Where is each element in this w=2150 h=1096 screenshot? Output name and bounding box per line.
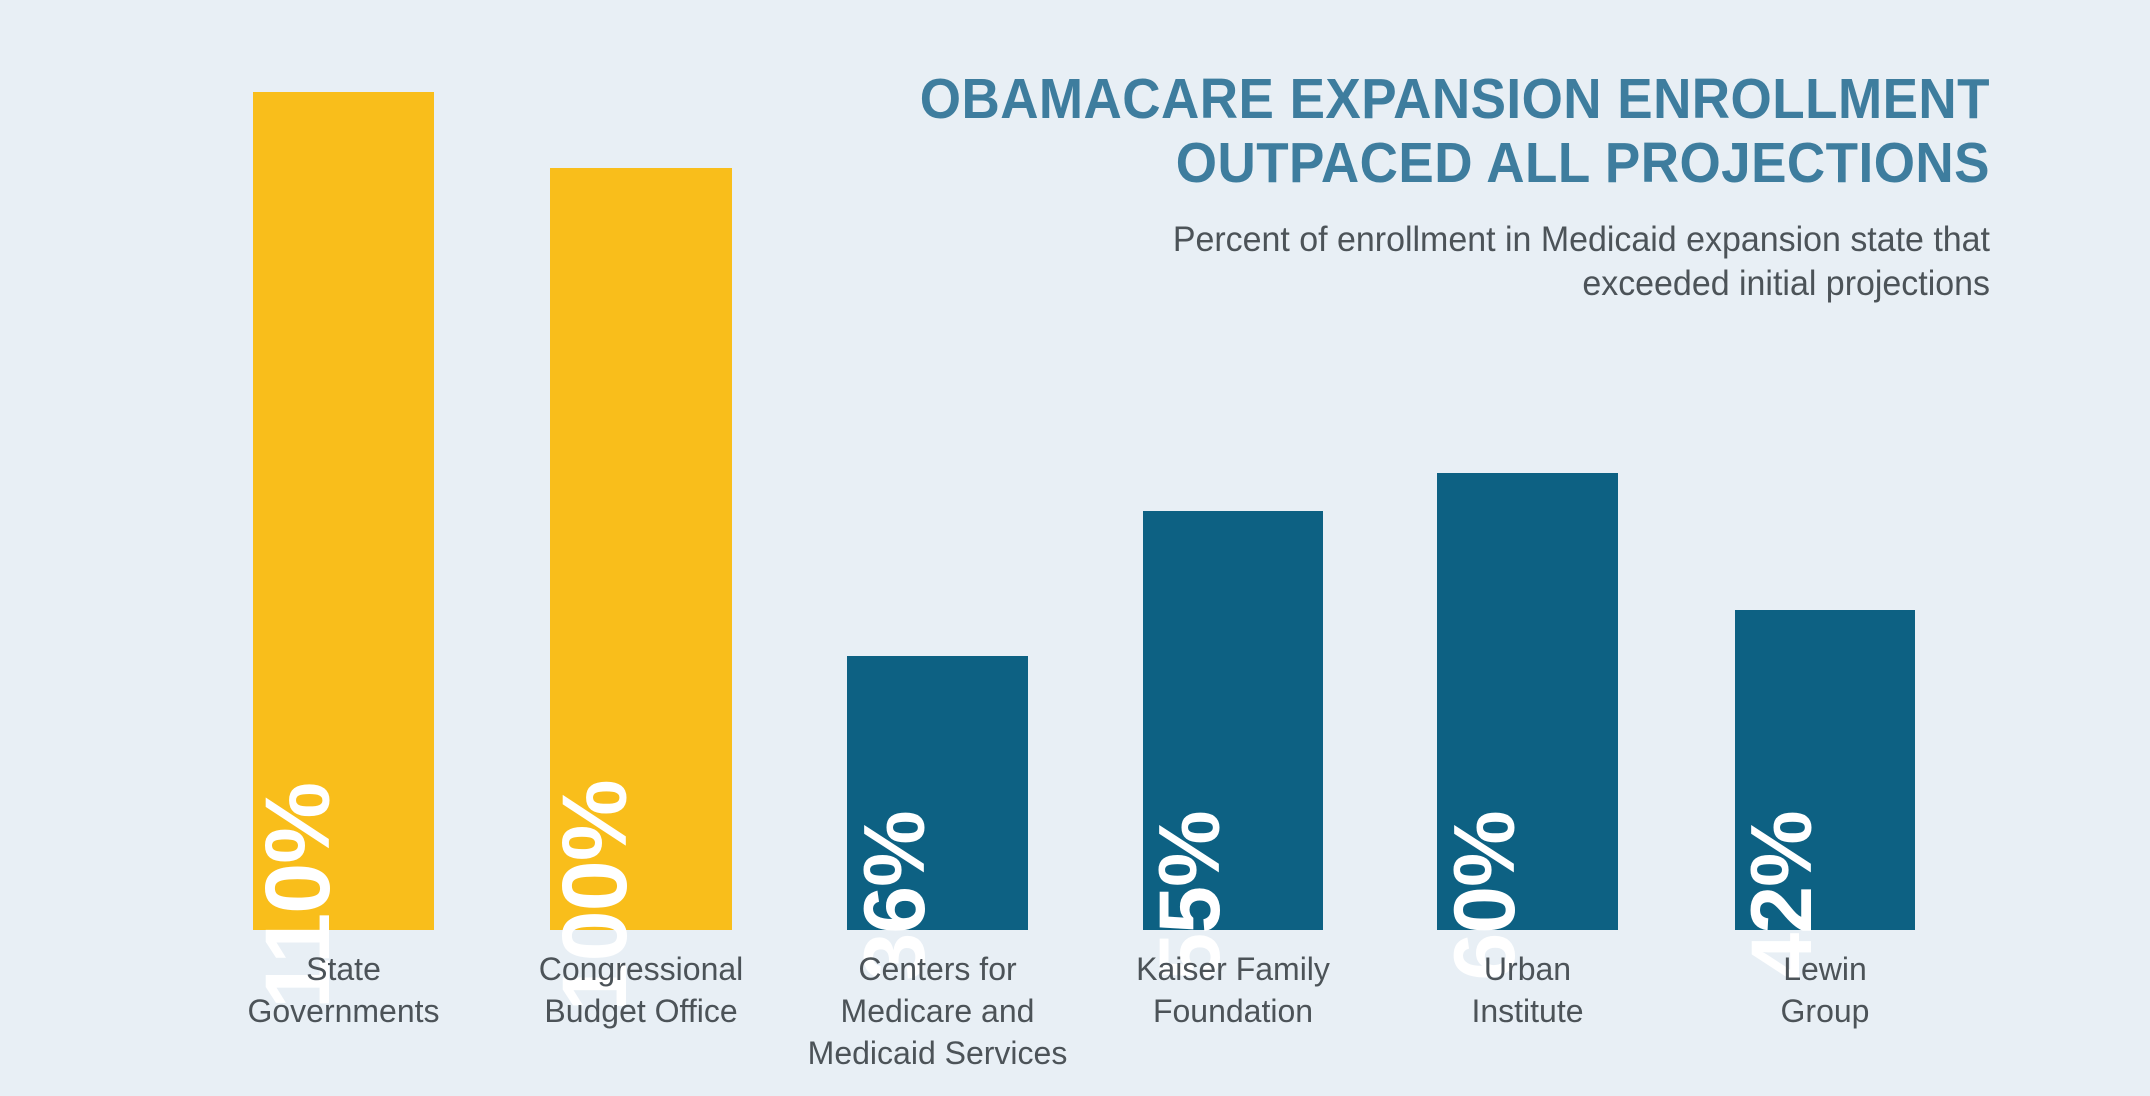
bar-category-label-3-line-1: Centers for	[858, 951, 1017, 987]
bar-category-label-3: Centers for Medicare and Medicaid Services	[783, 948, 1093, 1075]
bar-category-label-2-line-2: Budget Office	[544, 993, 738, 1030]
bar-category-label-4-line-2: Foundation	[1152, 993, 1314, 1030]
bar-category-label-5-line-1: Urban	[1483, 951, 1572, 987]
bar-4: 55%	[1142, 511, 1323, 981]
bar-category-label-4-line-1: Kaiser Family	[1136, 951, 1330, 987]
bar-5: 60%	[1437, 472, 1618, 981]
heading-block: Obamacare Expansion Enrollment Outpaced …	[800, 67, 1991, 308]
chart-title-line-2: Outpaced All Projections	[1175, 130, 1990, 195]
bar-category-label-6-line-1: Lewin	[1783, 951, 1867, 987]
bar-category-label-1-line-2: Governments	[247, 993, 440, 1030]
bar-category-label-6-line-2: Group	[1780, 993, 1870, 1030]
chart-subtitle-line-2: exceeded initial projections	[1582, 264, 1990, 304]
bar-6: 42%	[1734, 610, 1915, 981]
chart-subtitle: Percent of enrollment in Medicaid expans…	[836, 218, 1990, 308]
bar-2: 100%	[544, 168, 732, 1012]
bar-category-label-2-line-1: Congressional	[538, 951, 744, 987]
bar-3: 36%	[847, 655, 1028, 981]
bar-category-label-3-line-2: Medicare and	[840, 993, 1035, 1030]
bar-category-label-6: Lewin Group	[1695, 948, 1955, 1032]
bar-category-label-2: Congressional Budget Office	[491, 948, 791, 1032]
bar-category-label-1-line-1: State	[306, 951, 381, 987]
bar-category-label-1: State Governments	[214, 948, 474, 1032]
chart-title-line-1: Obamacare Expansion Enrollment	[919, 67, 1991, 131]
bar-category-label-3-line-3: Medicaid Services	[807, 1035, 1068, 1072]
bar-category-label-4: Kaiser Family Foundation	[1093, 948, 1373, 1032]
bar-1: 110%	[247, 92, 434, 1009]
bar-category-label-5: Urban Institute	[1398, 948, 1658, 1032]
chart-subtitle-line-1: Percent of enrollment in Medicaid expans…	[1172, 219, 1990, 259]
bar-category-label-5-line-2: Institute	[1471, 993, 1584, 1030]
